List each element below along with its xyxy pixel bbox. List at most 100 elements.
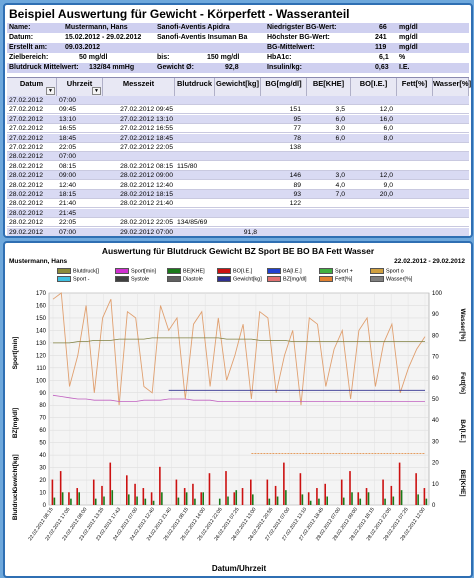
bar-bo-i-e xyxy=(51,479,54,505)
table-cell: 28.02.2012 09:00 xyxy=(120,172,173,180)
table-cell: 27.02.2012 22:05 xyxy=(120,144,173,151)
y-right-tick-label: 0 xyxy=(432,503,436,509)
table-cell: 28.02.2012 xyxy=(9,200,44,208)
column-header-wasser: Wasser[%] xyxy=(433,78,471,96)
column-header-blutdruck: Blutdruck xyxy=(175,78,215,96)
table-cell: 12,0 xyxy=(379,172,393,180)
column-header-messzeit: Messzeit xyxy=(103,78,175,96)
unit-hba1c: % xyxy=(399,54,406,61)
x-axis-label: Datum/Uhrzeit xyxy=(212,564,267,573)
y-left-tick-label: 140 xyxy=(36,328,47,334)
bar-bo-i-e xyxy=(150,492,153,505)
table-cell: 29.02.2012 07:25 xyxy=(103,237,173,238)
table-cell: 3,5 xyxy=(335,106,345,114)
table-cell: 28.02.2012 22:05 xyxy=(120,219,173,227)
bar-be-khe xyxy=(53,497,56,505)
bar-be-khe xyxy=(70,498,72,505)
y-right-axis-label: Fett[%] xyxy=(459,372,466,394)
column-header-be-khe: BE[KHE] xyxy=(307,78,351,96)
table-row: 27.02.2012 07:00 xyxy=(7,96,469,105)
table-cell: 22:05 xyxy=(59,144,77,151)
legend-item-blutdruck: Blutdruck[] xyxy=(57,268,99,275)
bar-be-khe xyxy=(417,494,419,505)
unit-insulin-kg: I.E. xyxy=(399,64,410,71)
legend-swatch xyxy=(167,276,181,282)
bar-bo-i-e xyxy=(365,488,368,505)
label-max-bg: Höchster BG-Wert: xyxy=(267,34,330,41)
legend-item-gewicht-kg: Gewicht[kg] xyxy=(217,276,262,283)
legend-swatch xyxy=(217,268,231,274)
filter-dropdown-icon[interactable]: ▼ xyxy=(92,87,101,95)
table-panel: Beispiel Auswertung für Gewicht - Körper… xyxy=(3,3,473,238)
legend-item-sport: Sport + xyxy=(319,268,353,275)
column-header-uhrzeit[interactable]: Uhrzeit ▼ xyxy=(57,78,103,96)
legend-label: Sport + xyxy=(335,268,353,275)
table-cell: 27.02.2012 xyxy=(9,125,44,133)
table-cell: 20,0 xyxy=(379,191,393,198)
unit-max-bg: mg/dl xyxy=(399,34,418,41)
bar-be-khe xyxy=(400,490,403,505)
bar-be-khe xyxy=(194,498,196,505)
table-cell: 28.02.2012 xyxy=(9,172,44,180)
insulin-1: Sanofi-Aventis Apidra xyxy=(157,24,230,31)
bar-be-khe xyxy=(342,497,345,505)
table-cell: 29.02.2012 07:00 xyxy=(120,228,173,236)
table-cell: 115/80 xyxy=(177,162,198,170)
table-cell: 16:55 xyxy=(59,125,77,133)
bar-bo-i-e xyxy=(225,471,227,505)
table-cell: 27.02.2012 xyxy=(9,144,44,151)
column-header-bo-i-e: BO[I.E.] xyxy=(351,78,397,96)
bar-be-khe xyxy=(384,498,386,505)
y-right-axis-label: BA[I.E.] xyxy=(459,419,466,442)
bar-be-khe xyxy=(152,500,155,505)
table-cell: 6,0 xyxy=(335,134,345,142)
y-right-tick-label: 20 xyxy=(432,461,439,467)
y-right-tick-label: 40 xyxy=(432,418,439,424)
legend-label: Sport - xyxy=(73,276,90,283)
legend-swatch xyxy=(115,276,129,282)
table-row: 27.02.2012 18:45 27.02.2012 18:45 78 6,0 8,0 xyxy=(7,133,469,143)
bar-be-khe xyxy=(425,498,428,505)
legend-item-bo-i-e: BO[I.E.] xyxy=(217,268,252,275)
y-left-tick-label: 60 xyxy=(39,428,46,434)
table-cell: 08:15 xyxy=(59,162,77,170)
table-cell: 4,0 xyxy=(335,181,345,189)
value-max-bg: 241 xyxy=(375,34,387,41)
table-cell: 09:00 xyxy=(59,172,77,180)
y-left-tick-label: 50 xyxy=(39,441,46,447)
table-cell: 28.02.2012 18:15 xyxy=(120,191,173,198)
table-cell: 27.02.2012 xyxy=(9,134,44,142)
table-cell: 27.02.2012 18:45 xyxy=(120,134,173,142)
y-left-tick-label: 70 xyxy=(39,416,46,422)
table-cell: 89 xyxy=(293,181,301,189)
legend-swatch xyxy=(57,276,71,282)
filter-dropdown-icon[interactable]: ▼ xyxy=(46,87,55,95)
y-left-axis-label: BZ[mg/dl] xyxy=(12,408,19,438)
y-left-tick-label: 110 xyxy=(36,366,46,372)
table-cell: 28.02.2012 xyxy=(9,219,44,227)
legend-label: Sport o xyxy=(386,268,404,275)
bar-bo-i-e xyxy=(349,471,351,505)
table-cell: 28.02.2012 xyxy=(9,209,44,217)
legend-swatch xyxy=(167,268,181,274)
label-target: Zielbereich: xyxy=(9,54,49,61)
table-row: 28.02.2012 07:00 xyxy=(7,152,469,162)
column-header-datum[interactable]: Datum ▼ xyxy=(7,78,57,96)
bar-be-khe xyxy=(351,492,353,505)
report-title: Beispiel Auswertung für Gewicht - Körper… xyxy=(9,7,350,21)
label-bis: bis: xyxy=(157,54,170,61)
y-left-tick-label: 120 xyxy=(36,353,47,359)
table-cell: 91,8 xyxy=(243,228,257,236)
y-left-tick-label: 130 xyxy=(36,341,47,347)
line-bz-mg-dl xyxy=(52,292,426,406)
bar-bo-i-e xyxy=(316,488,318,505)
table-row: 27.02.2012 09:45 27.02.2012 09:45 151 3,5 12,… xyxy=(7,105,469,115)
bar-bo-i-e xyxy=(59,471,62,505)
column-header-fett: Fett[%] xyxy=(397,78,433,96)
y-right-tick-label: 90 xyxy=(432,312,439,318)
bar-bo-i-e xyxy=(101,485,103,505)
table-row: 28.02.2012 22:05 28.02.2012 22:05 134/85/69 xyxy=(7,218,469,228)
value-min-bg: 66 xyxy=(379,24,387,31)
table-row: 27.02.2012 22:05 27.02.2012 22:05 138 xyxy=(7,143,469,152)
